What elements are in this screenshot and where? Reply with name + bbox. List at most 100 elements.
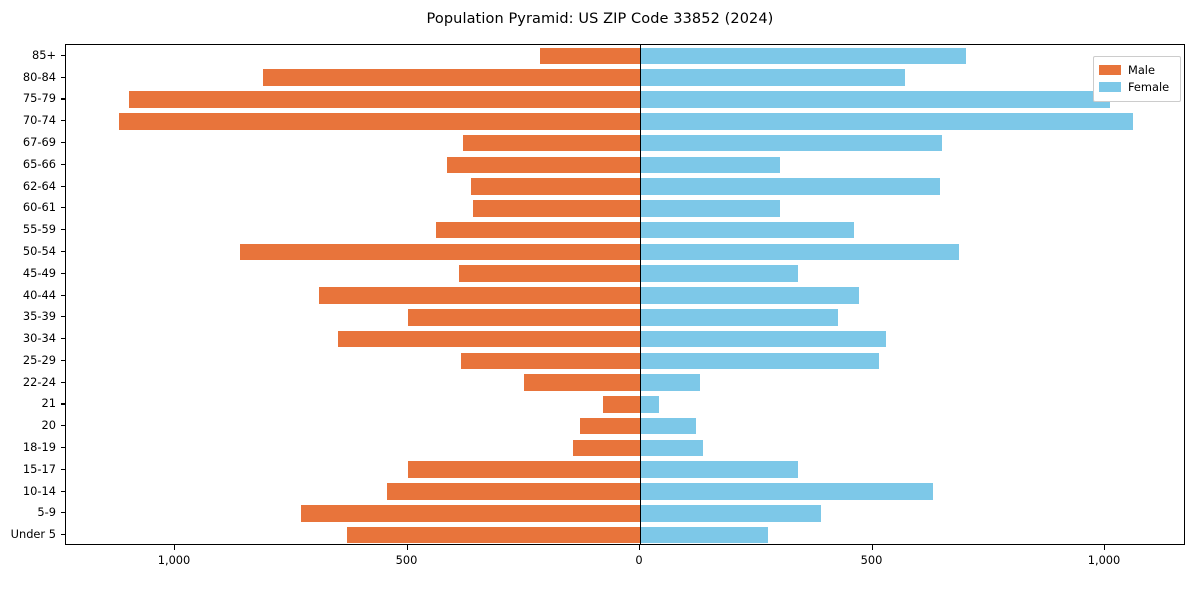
bar-female-under-5 (640, 526, 768, 544)
bar-female-62-64 (640, 178, 940, 195)
bar-male-55-59 (435, 221, 640, 239)
bar-male-20 (579, 417, 640, 435)
bar-male-75-79 (128, 91, 640, 108)
y-axis-label-35-39: 35-39 (22, 309, 56, 324)
y-axis-tick (61, 163, 65, 165)
y-axis-label-80-84: 80-84 (22, 69, 56, 84)
bar-row (66, 67, 1184, 89)
x-axis-tick (1104, 545, 1106, 550)
bar-row (66, 197, 1184, 219)
y-axis-label-85-: 85+ (31, 47, 56, 62)
bar-female-20 (640, 417, 696, 435)
bar-row (66, 415, 1184, 437)
y-axis-label-30-34: 30-34 (22, 331, 56, 346)
bar-row (66, 328, 1184, 350)
y-axis-label-25-29: 25-29 (22, 352, 56, 367)
y-axis-tick (61, 512, 65, 514)
x-axis-label-1: 500 (395, 553, 418, 567)
bar-male-18-19 (572, 439, 640, 457)
x-axis-label-2: 0 (635, 553, 643, 567)
chart-title: Population Pyramid: US ZIP Code 33852 (2… (426, 11, 774, 27)
bar-female-60-61 (640, 200, 780, 217)
bar-male-21 (602, 396, 640, 413)
bar-row (66, 481, 1184, 503)
y-axis-tick (61, 250, 65, 253)
bar-male-22-24 (523, 374, 640, 391)
bar-row (66, 372, 1184, 394)
y-axis-tick (61, 534, 65, 536)
y-axis-tick (61, 359, 65, 361)
y-axis-label-45-49: 45-49 (22, 265, 56, 280)
bar-female-22-24 (640, 374, 701, 391)
y-axis-label-21: 21 (41, 396, 57, 411)
y-axis-tick (61, 229, 65, 231)
zero-axis-line (639, 45, 641, 544)
bar-row (66, 176, 1184, 198)
y-axis-label-70-74: 70-74 (22, 113, 56, 128)
y-axis-tick (61, 98, 65, 100)
bar-row (66, 394, 1184, 416)
bar-female-15-17 (640, 461, 799, 479)
bar-male-50-54 (240, 243, 640, 261)
y-axis-label-62-64: 62-64 (22, 178, 56, 193)
y-axis-label-under-5: Under 5 (10, 527, 56, 542)
y-axis-label-20: 20 (41, 418, 57, 433)
y-axis-tick (61, 54, 65, 56)
bar-female-40-44 (640, 287, 859, 304)
bar-male-60-61 (473, 200, 640, 217)
x-axis-tick (174, 545, 176, 550)
legend-label-female: Female (1128, 80, 1170, 94)
legend-item-female: Female (1099, 79, 1175, 95)
y-axis-label-67-69: 67-69 (22, 135, 56, 150)
bar-female-25-29 (640, 352, 880, 370)
bar-female-5-9 (640, 505, 822, 522)
bar-male-85- (540, 47, 640, 65)
bar-row (66, 285, 1184, 307)
y-axis-label-50-54: 50-54 (22, 243, 56, 258)
y-axis-tick (61, 76, 65, 78)
chart-legend: Male Female (1093, 56, 1181, 102)
y-axis-tick (61, 272, 65, 274)
bar-female-85- (640, 47, 966, 65)
y-axis-label-15-17: 15-17 (22, 461, 56, 476)
bar-row (66, 263, 1184, 285)
y-axis-label-22-24: 22-24 (22, 374, 56, 389)
bar-male-30-34 (337, 330, 640, 348)
bar-row (66, 219, 1184, 241)
bar-row (66, 502, 1184, 524)
bar-male-70-74 (119, 112, 640, 130)
bar-male-67-69 (463, 134, 640, 152)
bar-male-62-64 (471, 178, 640, 195)
bar-row (66, 89, 1184, 111)
y-axis-tick (61, 403, 65, 405)
bar-male-80-84 (263, 69, 640, 86)
y-axis-tick (61, 338, 65, 340)
bar-female-70-74 (640, 112, 1133, 130)
x-axis-tick (639, 545, 641, 550)
bar-female-45-49 (640, 265, 799, 282)
bar-row (66, 524, 1184, 546)
bar-male-5-9 (300, 505, 640, 522)
x-axis-tick (406, 545, 408, 550)
x-axis: 1,000 500 0 500 1,000 (65, 545, 1185, 600)
bar-row (66, 45, 1184, 67)
bar-male-40-44 (319, 287, 640, 304)
bar-row (66, 110, 1184, 132)
y-axis-tick (61, 120, 65, 122)
legend-item-male: Male (1099, 62, 1175, 78)
bar-female-10-14 (640, 483, 933, 500)
bar-female-35-39 (640, 309, 838, 326)
y-axis-label-40-44: 40-44 (22, 287, 56, 302)
bar-female-21 (640, 396, 659, 413)
plot-area (65, 44, 1185, 545)
bar-male-10-14 (386, 483, 640, 500)
bar-female-75-79 (640, 91, 1110, 108)
x-axis-label-0: 1,000 (157, 553, 191, 567)
bar-row (66, 132, 1184, 154)
legend-swatch-male-icon (1099, 65, 1121, 75)
y-axis-label-75-79: 75-79 (22, 91, 56, 106)
y-axis-tick (61, 207, 65, 209)
y-axis-tick (61, 142, 65, 144)
y-axis-label-60-61: 60-61 (22, 200, 56, 215)
